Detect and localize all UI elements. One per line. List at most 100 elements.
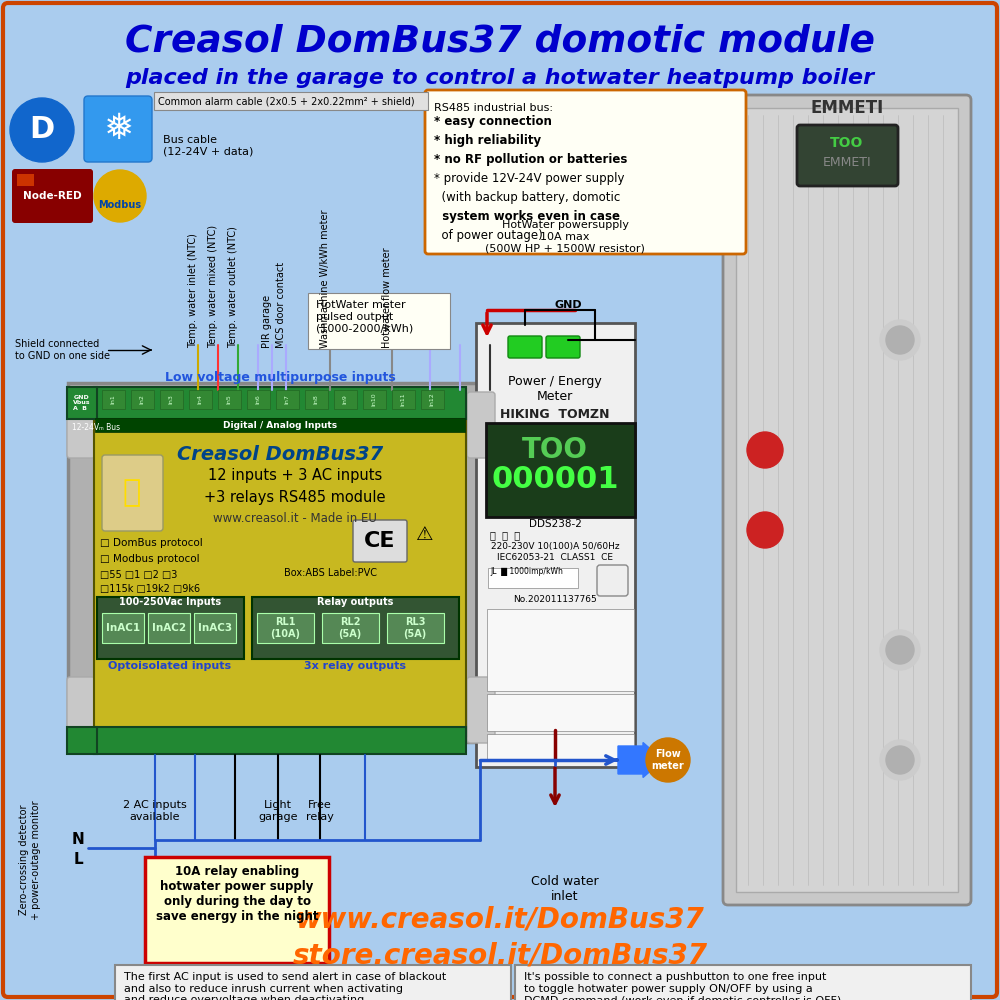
Circle shape (886, 326, 914, 354)
Circle shape (125, 181, 135, 191)
Text: www.creasol.it/DomBus37: www.creasol.it/DomBus37 (296, 906, 704, 934)
FancyBboxPatch shape (736, 108, 958, 892)
FancyBboxPatch shape (362, 389, 386, 408)
Text: Node-RED: Node-RED (23, 191, 81, 201)
FancyBboxPatch shape (723, 95, 971, 905)
Text: ❅: ❅ (103, 112, 133, 146)
FancyBboxPatch shape (218, 389, 240, 408)
Text: Digital / Analog Inputs: Digital / Analog Inputs (223, 420, 337, 430)
Text: * no RF pollution or batteries: * no RF pollution or batteries (434, 153, 627, 166)
FancyBboxPatch shape (546, 336, 580, 358)
Text: In10: In10 (372, 392, 376, 406)
Text: RL3
(5A): RL3 (5A) (403, 617, 427, 639)
Text: In6: In6 (256, 394, 260, 404)
Circle shape (105, 181, 115, 191)
FancyBboxPatch shape (95, 418, 465, 432)
Text: RL2
(5A): RL2 (5A) (338, 617, 362, 639)
Text: Flow
meter: Flow meter (652, 749, 684, 771)
Circle shape (129, 191, 139, 201)
FancyBboxPatch shape (425, 90, 746, 254)
Text: (with backup battery, domotic: (with backup battery, domotic (434, 191, 620, 204)
Text: DDS238-2: DDS238-2 (529, 519, 581, 529)
FancyBboxPatch shape (276, 389, 298, 408)
FancyBboxPatch shape (486, 423, 635, 517)
Text: store.creasol.it/DomBus37: store.creasol.it/DomBus37 (292, 941, 708, 969)
FancyBboxPatch shape (420, 389, 444, 408)
Text: RL1
(10A): RL1 (10A) (270, 617, 300, 639)
Text: of power outage): of power outage) (434, 229, 543, 242)
Text: 🐧: 🐧 (123, 479, 141, 508)
FancyBboxPatch shape (97, 597, 244, 659)
Text: In9: In9 (342, 394, 348, 404)
FancyBboxPatch shape (252, 597, 459, 659)
Text: 12 inputs + 3 AC inputs: 12 inputs + 3 AC inputs (208, 468, 382, 483)
FancyBboxPatch shape (154, 92, 428, 110)
FancyBboxPatch shape (67, 727, 97, 754)
FancyBboxPatch shape (334, 389, 356, 408)
Text: Creasol DomBus37 domotic module: Creasol DomBus37 domotic module (125, 24, 875, 60)
Text: HIKING  TOMZN: HIKING TOMZN (500, 408, 610, 422)
FancyBboxPatch shape (308, 293, 450, 349)
Text: Bus cable
(12-24V + data): Bus cable (12-24V + data) (163, 135, 253, 157)
Circle shape (880, 320, 920, 360)
Text: IEC62053-21  CLASS1  CE: IEC62053-21 CLASS1 CE (497, 554, 613, 562)
Text: +3 relays RS485 module: +3 relays RS485 module (204, 490, 386, 505)
Text: □ DomBus protocol: □ DomBus protocol (100, 538, 203, 548)
Text: Creasol DomBus37: Creasol DomBus37 (177, 445, 383, 464)
Text: TOO: TOO (522, 436, 588, 464)
FancyBboxPatch shape (160, 389, 182, 408)
FancyBboxPatch shape (12, 169, 93, 223)
Circle shape (101, 191, 111, 201)
Text: Temp. water inlet (NTC): Temp. water inlet (NTC) (188, 233, 198, 348)
FancyBboxPatch shape (797, 125, 898, 186)
Text: No.202011137765: No.202011137765 (513, 595, 597, 604)
FancyBboxPatch shape (508, 336, 542, 358)
Text: ⓘ  ⓘ  ⓘ: ⓘ ⓘ ⓘ (490, 530, 520, 540)
Text: GND
Vbus
A  B: GND Vbus A B (73, 395, 91, 411)
Circle shape (115, 205, 125, 215)
Text: In11: In11 (400, 392, 406, 406)
Circle shape (747, 512, 783, 548)
FancyBboxPatch shape (246, 389, 270, 408)
FancyBboxPatch shape (597, 565, 628, 596)
FancyBboxPatch shape (392, 389, 415, 408)
FancyBboxPatch shape (3, 3, 997, 997)
Text: system works even in case: system works even in case (434, 210, 620, 223)
FancyBboxPatch shape (257, 613, 314, 643)
Text: InAC2: InAC2 (152, 623, 186, 633)
Text: Relay outputs: Relay outputs (317, 597, 393, 607)
Text: Free
relay: Free relay (306, 800, 334, 822)
Text: Temp. water outlet (NTC): Temp. water outlet (NTC) (228, 226, 238, 348)
Text: JL  █ 1000imp/kWh: JL █ 1000imp/kWh (490, 568, 563, 576)
FancyBboxPatch shape (304, 389, 328, 408)
Text: 2 AC inputs
available: 2 AC inputs available (123, 800, 187, 822)
Text: Light
garage: Light garage (258, 800, 298, 822)
Text: L: L (73, 852, 83, 867)
Text: In12: In12 (430, 392, 434, 406)
FancyBboxPatch shape (67, 387, 97, 419)
Text: In1: In1 (110, 394, 116, 404)
Text: Washmachine W/kWh meter: Washmachine W/kWh meter (320, 210, 330, 348)
Text: Power / Energy
Meter: Power / Energy Meter (508, 375, 602, 403)
Text: InAC1: InAC1 (106, 623, 140, 633)
Circle shape (10, 98, 74, 162)
Text: CE: CE (364, 531, 396, 551)
FancyBboxPatch shape (467, 677, 495, 743)
Text: Zero-crossing detector
+ power-outage monitor: Zero-crossing detector + power-outage mo… (19, 800, 41, 920)
Text: www.creasol.it - Made in EU: www.creasol.it - Made in EU (213, 512, 377, 525)
FancyBboxPatch shape (194, 613, 236, 643)
Text: Common alarm cable (2x0.5 + 2x0.22mm² + shield): Common alarm cable (2x0.5 + 2x0.22mm² + … (158, 96, 415, 106)
Circle shape (880, 740, 920, 780)
Text: □ Modbus protocol: □ Modbus protocol (100, 554, 200, 564)
Text: Temp. water mixed (NTC): Temp. water mixed (NTC) (208, 225, 218, 348)
FancyBboxPatch shape (94, 389, 466, 736)
Circle shape (646, 738, 690, 782)
FancyBboxPatch shape (130, 389, 154, 408)
Text: GND: GND (554, 300, 582, 310)
Text: In7: In7 (285, 394, 290, 404)
Text: □55 □1 □2 □3: □55 □1 □2 □3 (100, 570, 177, 580)
Text: Box:ABS Label:PVC: Box:ABS Label:PVC (284, 568, 376, 578)
FancyBboxPatch shape (67, 677, 95, 743)
Circle shape (115, 177, 125, 187)
FancyBboxPatch shape (115, 965, 511, 1000)
